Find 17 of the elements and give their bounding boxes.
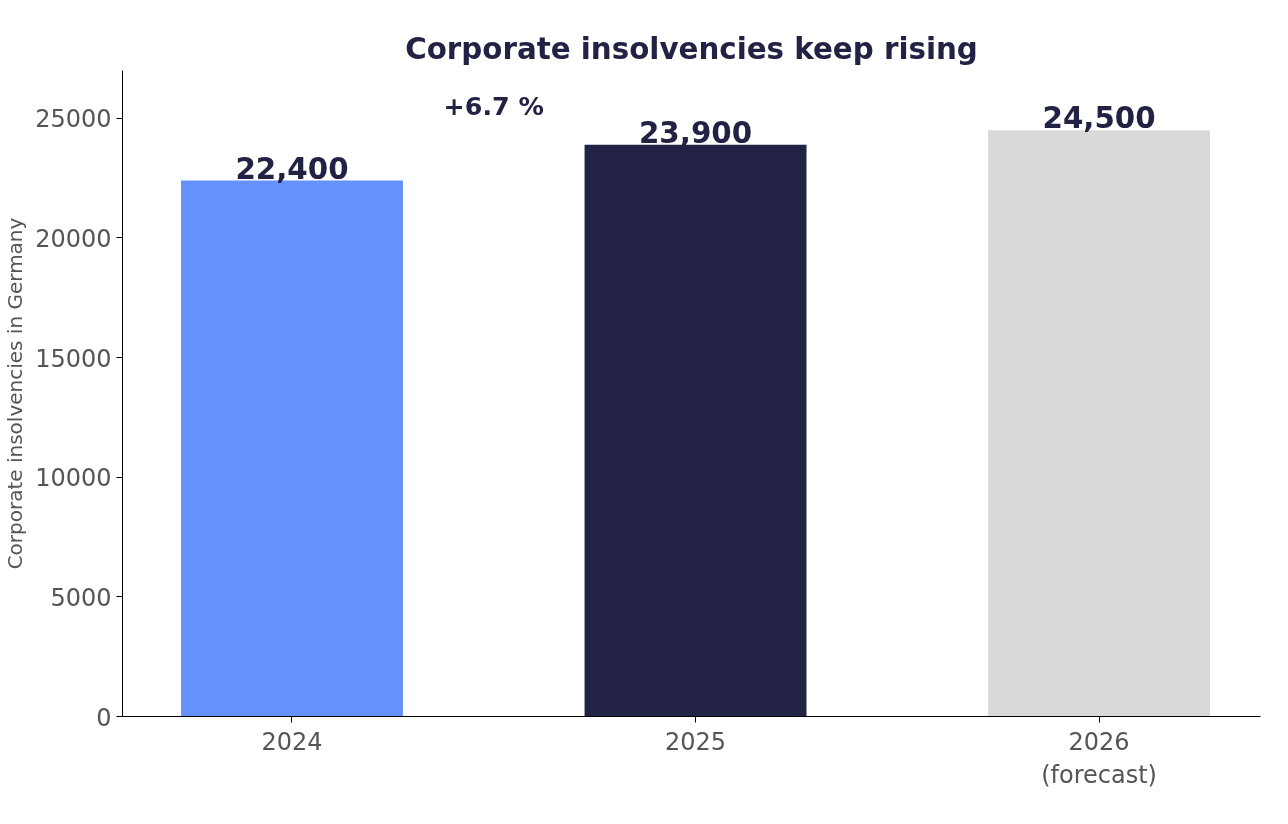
data-label: 23,900 (638, 115, 753, 150)
y-tick-label: 15000 (35, 344, 112, 373)
x-tick-label: 2025 (665, 727, 727, 756)
data-label: 24,500 (1042, 101, 1156, 136)
x-tick-label: 2026 (forecast) (1041, 727, 1157, 790)
y-axis-title: Corporate insolvencies in Germany (3, 217, 28, 570)
chart-title: Corporate insolvencies keep rising (405, 31, 978, 66)
y-tick-label: 25000 (35, 105, 112, 134)
data-label: 22,400 (235, 151, 349, 186)
y-tick-label: 0 (96, 703, 112, 732)
y-tick-label: 5000 (50, 583, 112, 612)
bar (584, 144, 807, 717)
y-tick-label: 20000 (35, 224, 112, 253)
bar (988, 130, 1211, 717)
annotation: +6.7 % (443, 91, 544, 122)
x-tick-label: 2024 (261, 727, 323, 756)
y-tick-label: 10000 (35, 464, 112, 493)
